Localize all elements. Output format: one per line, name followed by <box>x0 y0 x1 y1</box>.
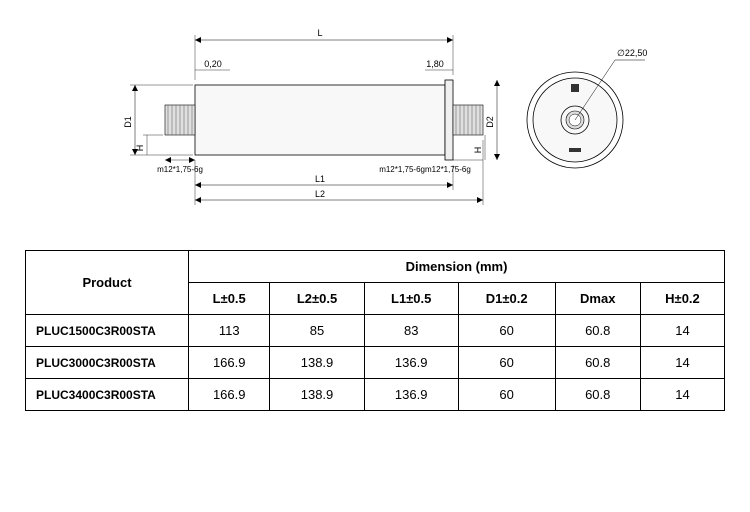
col-D1: D1±0.2 <box>458 283 555 315</box>
label-diameter: ∅22,50 <box>617 48 647 58</box>
table-row: PLUC1500C3R00STA11385836060.814 <box>26 315 725 347</box>
label-thread-left: m12*1,75-6g <box>157 165 203 174</box>
col-L: L±0.5 <box>189 283 270 315</box>
value-cell: 60 <box>458 315 555 347</box>
technical-diagram: L 0,20 1,80 D1 H D2 H m12*1,75-6g m12*1, <box>85 20 665 220</box>
col-H: H±0.2 <box>640 283 724 315</box>
label-L1: L1 <box>315 174 325 184</box>
label-D1: D1 <box>123 116 133 128</box>
table-row: PLUC3000C3R00STA166.9138.9136.96060.814 <box>26 347 725 379</box>
value-cell: 166.9 <box>189 347 270 379</box>
value-cell: 83 <box>364 315 458 347</box>
end-view: ∅22,50 <box>527 48 647 168</box>
value-cell: 60.8 <box>555 315 640 347</box>
label-180: 1,80 <box>426 59 444 69</box>
svg-text:m12*1,75-6g: m12*1,75-6g <box>425 165 471 174</box>
table-row: PLUC3400C3R00STA166.9138.9136.96060.814 <box>26 379 725 411</box>
value-cell: 60.8 <box>555 347 640 379</box>
value-cell: 138.9 <box>270 379 364 411</box>
side-view: L 0,20 1,80 D1 H D2 H m12*1,75-6g m12*1, <box>123 28 500 205</box>
value-cell: 113 <box>189 315 270 347</box>
value-cell: 14 <box>640 315 724 347</box>
col-Dmax: Dmax <box>555 283 640 315</box>
dimension-table: Product Dimension (mm) L±0.5 L2±0.5 L1±0… <box>25 250 725 411</box>
value-cell: 60 <box>458 379 555 411</box>
label-H-left: H <box>135 145 145 152</box>
label-D2: D2 <box>485 116 495 128</box>
col-L2: L2±0.5 <box>270 283 364 315</box>
col-L1: L1±0.5 <box>364 283 458 315</box>
product-cell: PLUC3400C3R00STA <box>26 379 189 411</box>
value-cell: 14 <box>640 379 724 411</box>
value-cell: 136.9 <box>364 347 458 379</box>
value-cell: 166.9 <box>189 379 270 411</box>
product-cell: PLUC1500C3R00STA <box>26 315 189 347</box>
header-product: Product <box>26 251 189 315</box>
value-cell: 138.9 <box>270 347 364 379</box>
value-cell: 85 <box>270 315 364 347</box>
product-cell: PLUC3000C3R00STA <box>26 347 189 379</box>
header-dimension: Dimension (mm) <box>189 251 725 283</box>
label-L: L <box>317 28 322 38</box>
label-H-right: H <box>473 147 483 154</box>
value-cell: 14 <box>640 347 724 379</box>
value-cell: 136.9 <box>364 379 458 411</box>
value-cell: 60.8 <box>555 379 640 411</box>
label-L2: L2 <box>315 189 325 199</box>
label-020: 0,20 <box>204 59 222 69</box>
label-thread-right: m12*1,75-6g <box>379 165 425 174</box>
value-cell: 60 <box>458 347 555 379</box>
